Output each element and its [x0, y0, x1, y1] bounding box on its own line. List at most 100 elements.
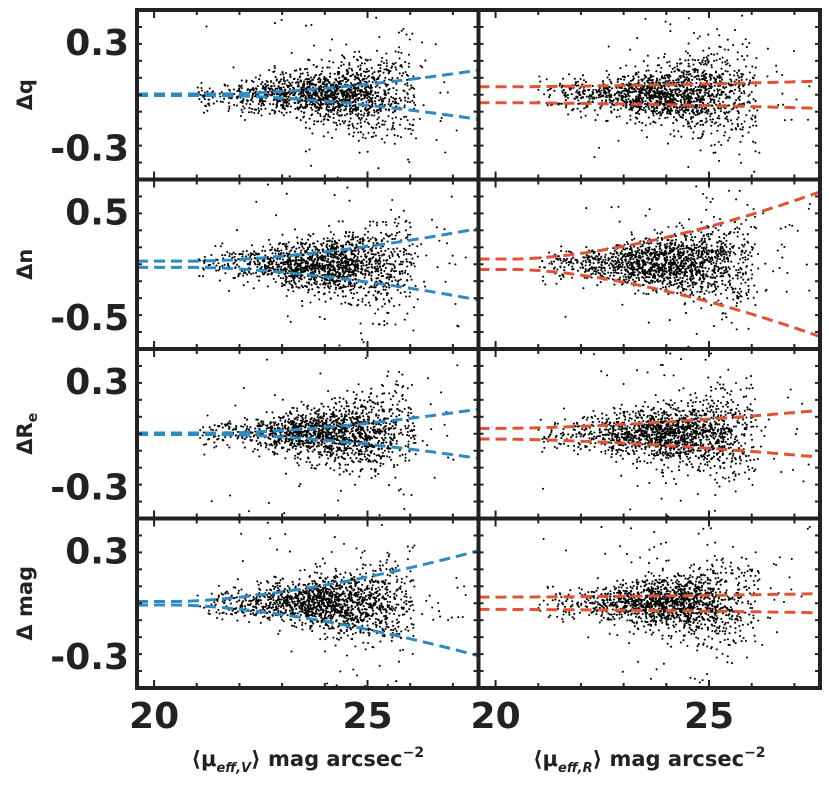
scatter-point: [309, 235, 312, 238]
scatter-point: [575, 84, 578, 87]
scatter-point: [363, 276, 366, 279]
scatter-point: [710, 73, 713, 76]
scatter-point: [692, 100, 695, 103]
scatter-point: [315, 74, 318, 77]
scatter-point: [741, 135, 744, 138]
scatter-point: [351, 296, 354, 300]
scatter-point: [577, 99, 580, 102]
scatter-point: [638, 248, 641, 251]
scatter-point: [712, 151, 715, 154]
scatter-point: [391, 238, 394, 241]
scatter-point: [566, 96, 570, 100]
scatter-point: [359, 91, 362, 94]
scatter-point: [242, 274, 245, 277]
scatter-point: [394, 116, 397, 119]
scatter-point: [403, 104, 406, 107]
scatter-point: [679, 115, 682, 118]
scatter-point: [634, 122, 637, 125]
scatter-point: [249, 103, 252, 106]
scatter-point: [301, 84, 305, 87]
scatter-point: [250, 97, 253, 100]
scatter-point: [352, 287, 355, 290]
scatter-point: [349, 81, 353, 85]
scatter-point: [303, 82, 306, 85]
scatter-point: [391, 65, 394, 68]
scatter-point: [391, 254, 394, 258]
scatter-point: [316, 92, 319, 95]
scatter-point: [636, 37, 639, 40]
scatter-point: [291, 81, 294, 84]
scatter-point: [339, 255, 342, 258]
scatter-point: [629, 79, 632, 83]
scatter-point: [389, 70, 392, 73]
scatter-point: [361, 259, 364, 262]
scatter-point: [365, 68, 368, 71]
scatter-point: [260, 83, 263, 86]
scatter-point: [375, 49, 379, 52]
scatter-point: [372, 109, 376, 112]
scatter-point: [392, 87, 395, 90]
scatter-point: [390, 66, 393, 69]
scatter-point: [288, 282, 291, 285]
scatter-point: [615, 115, 618, 118]
scatter-point: [376, 291, 379, 294]
scatter-point: [269, 266, 272, 269]
scatter-point: [325, 246, 328, 249]
scatter-point: [337, 101, 340, 104]
scatter-point: [790, 118, 793, 121]
scatter-point: [383, 141, 386, 144]
scatter-point: [709, 101, 712, 104]
scatter-point: [328, 224, 331, 227]
scatter-point: [286, 100, 289, 103]
scatter-point: [301, 286, 305, 289]
scatter-point: [237, 258, 240, 261]
scatter-point: [725, 115, 728, 118]
scatter-point: [644, 105, 647, 108]
scatter-point: [694, 114, 697, 117]
scatter-point: [619, 91, 622, 94]
scatter-point: [710, 66, 713, 69]
scatter-point: [317, 88, 321, 91]
scatter-point: [639, 96, 642, 100]
scatter-point: [379, 96, 382, 99]
scatter-point: [267, 87, 270, 90]
scatter-point: [717, 100, 720, 103]
scatter-point: [260, 108, 263, 111]
scatter-point: [715, 94, 718, 97]
scatter-point: [748, 79, 752, 82]
scatter-point: [275, 103, 278, 106]
scatter-point: [240, 108, 243, 111]
scatter-point: [404, 127, 407, 130]
scatter-point: [404, 248, 407, 252]
scatter-point: [411, 86, 414, 89]
scatter-point: [304, 262, 307, 265]
scatter-point: [373, 131, 376, 134]
scatter-point: [363, 258, 366, 261]
scatter-point: [361, 238, 364, 241]
scatter-point: [546, 89, 550, 92]
scatter-point: [297, 83, 300, 86]
envelope-curve-lower: [137, 265, 479, 302]
scatter-point: [352, 236, 355, 240]
scatter-point: [387, 282, 390, 285]
scatter-point: [338, 80, 341, 83]
scatter-point: [336, 280, 339, 283]
scatter-point: [312, 44, 316, 47]
scatter-point: [279, 262, 282, 265]
scatter-point: [270, 90, 273, 93]
scatter-point: [715, 121, 718, 124]
scatter-point: [368, 74, 371, 77]
scatter-point: [727, 48, 730, 51]
scatter-point: [355, 264, 358, 268]
scatter-point: [412, 123, 415, 127]
scatter-point: [332, 108, 336, 111]
scatter-point: [390, 269, 393, 272]
scatter-point: [674, 89, 677, 92]
scatter-point: [407, 158, 410, 161]
scatter-point: [736, 110, 739, 113]
scatter-point: [721, 73, 724, 76]
scatter-point: [370, 86, 373, 89]
scatter-point: [356, 257, 359, 261]
scatter-point: [652, 114, 655, 117]
scatter-point: [308, 243, 311, 247]
